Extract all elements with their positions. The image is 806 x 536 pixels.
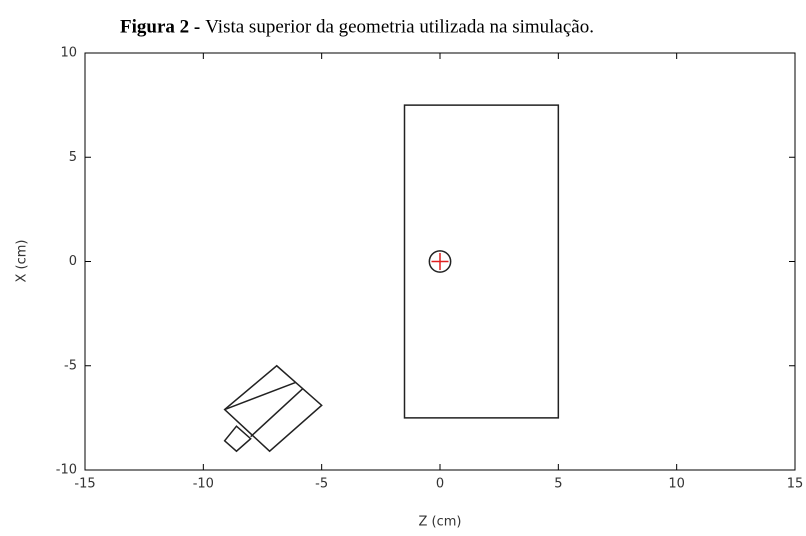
title-label: Figura 2 - xyxy=(120,16,200,37)
x-tick-label: -15 xyxy=(74,477,95,492)
x-tick-label: 10 xyxy=(668,477,685,492)
y-tick-label: -5 xyxy=(64,358,77,373)
geometry-shape xyxy=(224,381,296,411)
y-tick-label: -10 xyxy=(56,463,77,478)
geometry-shape xyxy=(223,425,252,453)
x-axis-label: Z (cm) xyxy=(419,515,462,530)
geometry-shape xyxy=(403,104,560,419)
x-tick-label: -5 xyxy=(315,477,328,492)
chart-title: Vista superior da geometria utilizada na… xyxy=(205,16,594,37)
y-tick-label: 5 xyxy=(69,150,77,165)
geometry-shape xyxy=(223,364,323,453)
source-circle xyxy=(428,250,452,273)
x-tick-label: -10 xyxy=(193,477,214,492)
x-tick-label: 15 xyxy=(787,477,804,492)
y-axis-label: X (cm) xyxy=(15,240,30,283)
y-tick-label: 0 xyxy=(69,254,77,269)
x-tick-label: 5 xyxy=(554,477,562,492)
x-tick-label: 0 xyxy=(436,477,444,492)
geometry-shape xyxy=(250,388,304,438)
y-tick-label: 10 xyxy=(60,46,77,61)
